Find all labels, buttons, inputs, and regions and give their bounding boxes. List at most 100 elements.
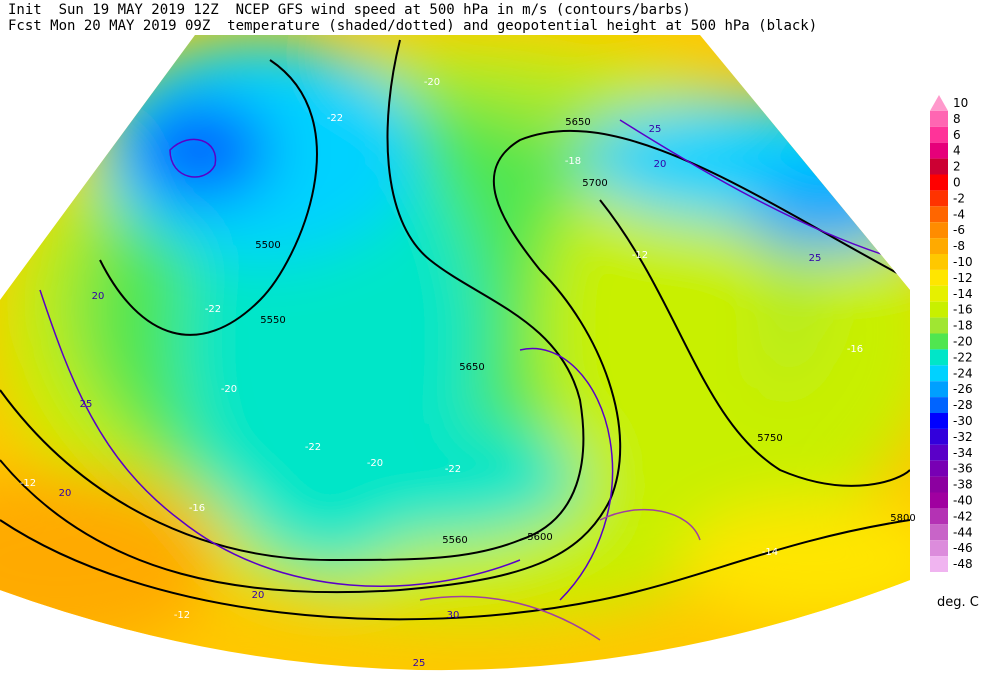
colorbar-label: 4 [953, 144, 961, 158]
colorbar-box [930, 301, 948, 318]
temperature-label: -14 [762, 547, 778, 558]
colorbar-box [930, 254, 948, 270]
colorbar-label: -46 [953, 541, 973, 555]
colorbar-label: -20 [953, 334, 973, 348]
colorbar-box [930, 460, 948, 477]
temperature-label: -22 [445, 464, 461, 475]
height-label: 5650 [565, 117, 590, 128]
colorbar-box [930, 238, 948, 254]
colorbar-label: -16 [953, 303, 973, 317]
colorbar-label: -22 [953, 350, 973, 364]
colorbar-label: -8 [953, 239, 965, 253]
header-line: Fcst Mon 20 MAY 2019 09Z temperature (sh… [8, 18, 818, 34]
temperature-label: -12 [20, 478, 36, 489]
wind-label: 20 [252, 590, 265, 601]
colorbar-box [930, 317, 948, 334]
temperature-label: -20 [424, 77, 440, 88]
colorbar-box [930, 444, 948, 461]
colorbar-box [930, 381, 948, 398]
colorbar-box [930, 349, 948, 366]
colorbar-box [930, 190, 948, 207]
colorbar-label: -18 [953, 319, 973, 333]
temperature-label: -18 [565, 156, 581, 167]
header-line: Init Sun 19 MAY 2019 12Z NCEP GFS wind s… [8, 2, 691, 18]
temperature-label: -16 [847, 344, 863, 355]
colorbar-box [930, 158, 948, 175]
colorbar-label: -2 [953, 191, 965, 205]
colorbar-box [930, 333, 948, 350]
colorbar-label: 0 [953, 175, 961, 189]
height-label: 5500 [255, 240, 280, 251]
colorbar-box [930, 126, 948, 143]
colorbar-box [930, 206, 948, 223]
colorbar-box [930, 428, 948, 445]
temperature-label: -22 [305, 442, 321, 453]
height-label: 5800 [890, 513, 915, 524]
temperature-label: -16 [189, 503, 205, 514]
temperature-label: -20 [221, 384, 237, 395]
colorbar-box [930, 524, 948, 541]
height-label: 5550 [260, 315, 285, 326]
colorbar-box [930, 110, 948, 127]
colorbar-label: -4 [953, 207, 965, 221]
colorbar-box [930, 365, 948, 382]
colorbar-label: -6 [953, 223, 965, 237]
wind-label: 20 [92, 291, 105, 302]
colorbar-box [930, 174, 948, 191]
colorbar-label: 2 [953, 160, 961, 174]
colorbar-box [930, 397, 948, 413]
contour-labels: 5500 5550 5650 5700 5650 5560 5600 5750 5800 -20 -… [20, 77, 916, 669]
colorbar-box [930, 476, 948, 493]
colorbar-label: -12 [953, 271, 973, 285]
colorbar-label: -48 [953, 557, 973, 571]
wind-label: 25 [809, 253, 822, 264]
temperature-label: -12 [174, 610, 190, 621]
wind-label: 25 [413, 658, 426, 669]
colorbar-label: -44 [953, 525, 973, 539]
colorbar-box [930, 508, 948, 525]
colorbar-box [930, 492, 948, 509]
height-label: 5560 [442, 535, 467, 546]
colorbar-arrow [930, 95, 948, 111]
wind-label: 25 [80, 399, 93, 410]
colorbar-label: -32 [953, 430, 973, 444]
colorbar-label: -14 [953, 287, 973, 301]
colorbar-box [930, 556, 948, 572]
colorbar-label: -36 [953, 462, 973, 476]
colorbar-box [930, 540, 948, 557]
temperature-label: -22 [205, 304, 221, 315]
colorbar-box [930, 269, 948, 286]
temperature-label: -12 [632, 250, 648, 261]
colorbar-box [930, 222, 948, 239]
wind-label: 30 [447, 610, 460, 621]
wind-label: 20 [59, 488, 72, 499]
height-label: 5750 [757, 433, 782, 444]
colorbar-label: -40 [953, 493, 973, 507]
temperature-label: -20 [367, 458, 383, 469]
colorbar-label: -30 [953, 414, 973, 428]
temperature-label: -22 [327, 113, 343, 124]
colorbar-label: -42 [953, 509, 973, 523]
colorbar-label: -34 [953, 446, 973, 460]
colorbar-label: 6 [953, 128, 961, 142]
colorbar-label: 8 [953, 112, 961, 126]
wind-label: 20 [654, 159, 667, 170]
wind-label: 25 [649, 124, 662, 135]
colorbar-label: -10 [953, 255, 973, 269]
colorbar-label: -24 [953, 366, 973, 380]
colorbar-box [930, 142, 948, 159]
colorbar-box [930, 285, 948, 302]
colorbar-label: -38 [953, 478, 973, 492]
colorbar-label: -26 [953, 382, 973, 396]
height-label: 5600 [527, 532, 552, 543]
colorbar-unit: deg. C [937, 595, 979, 610]
height-label: 5700 [582, 178, 607, 189]
colorbar-label: -28 [953, 398, 973, 412]
height-label: 5650 [459, 362, 484, 373]
colorbar-label: 10 [953, 96, 968, 110]
colorbar-box [930, 413, 948, 429]
colorbar: 10 8 6 4 20 -2 -4 -6 -8 -10 -12 -14 -16 -18-20 -22 -24 -… [930, 95, 979, 610]
